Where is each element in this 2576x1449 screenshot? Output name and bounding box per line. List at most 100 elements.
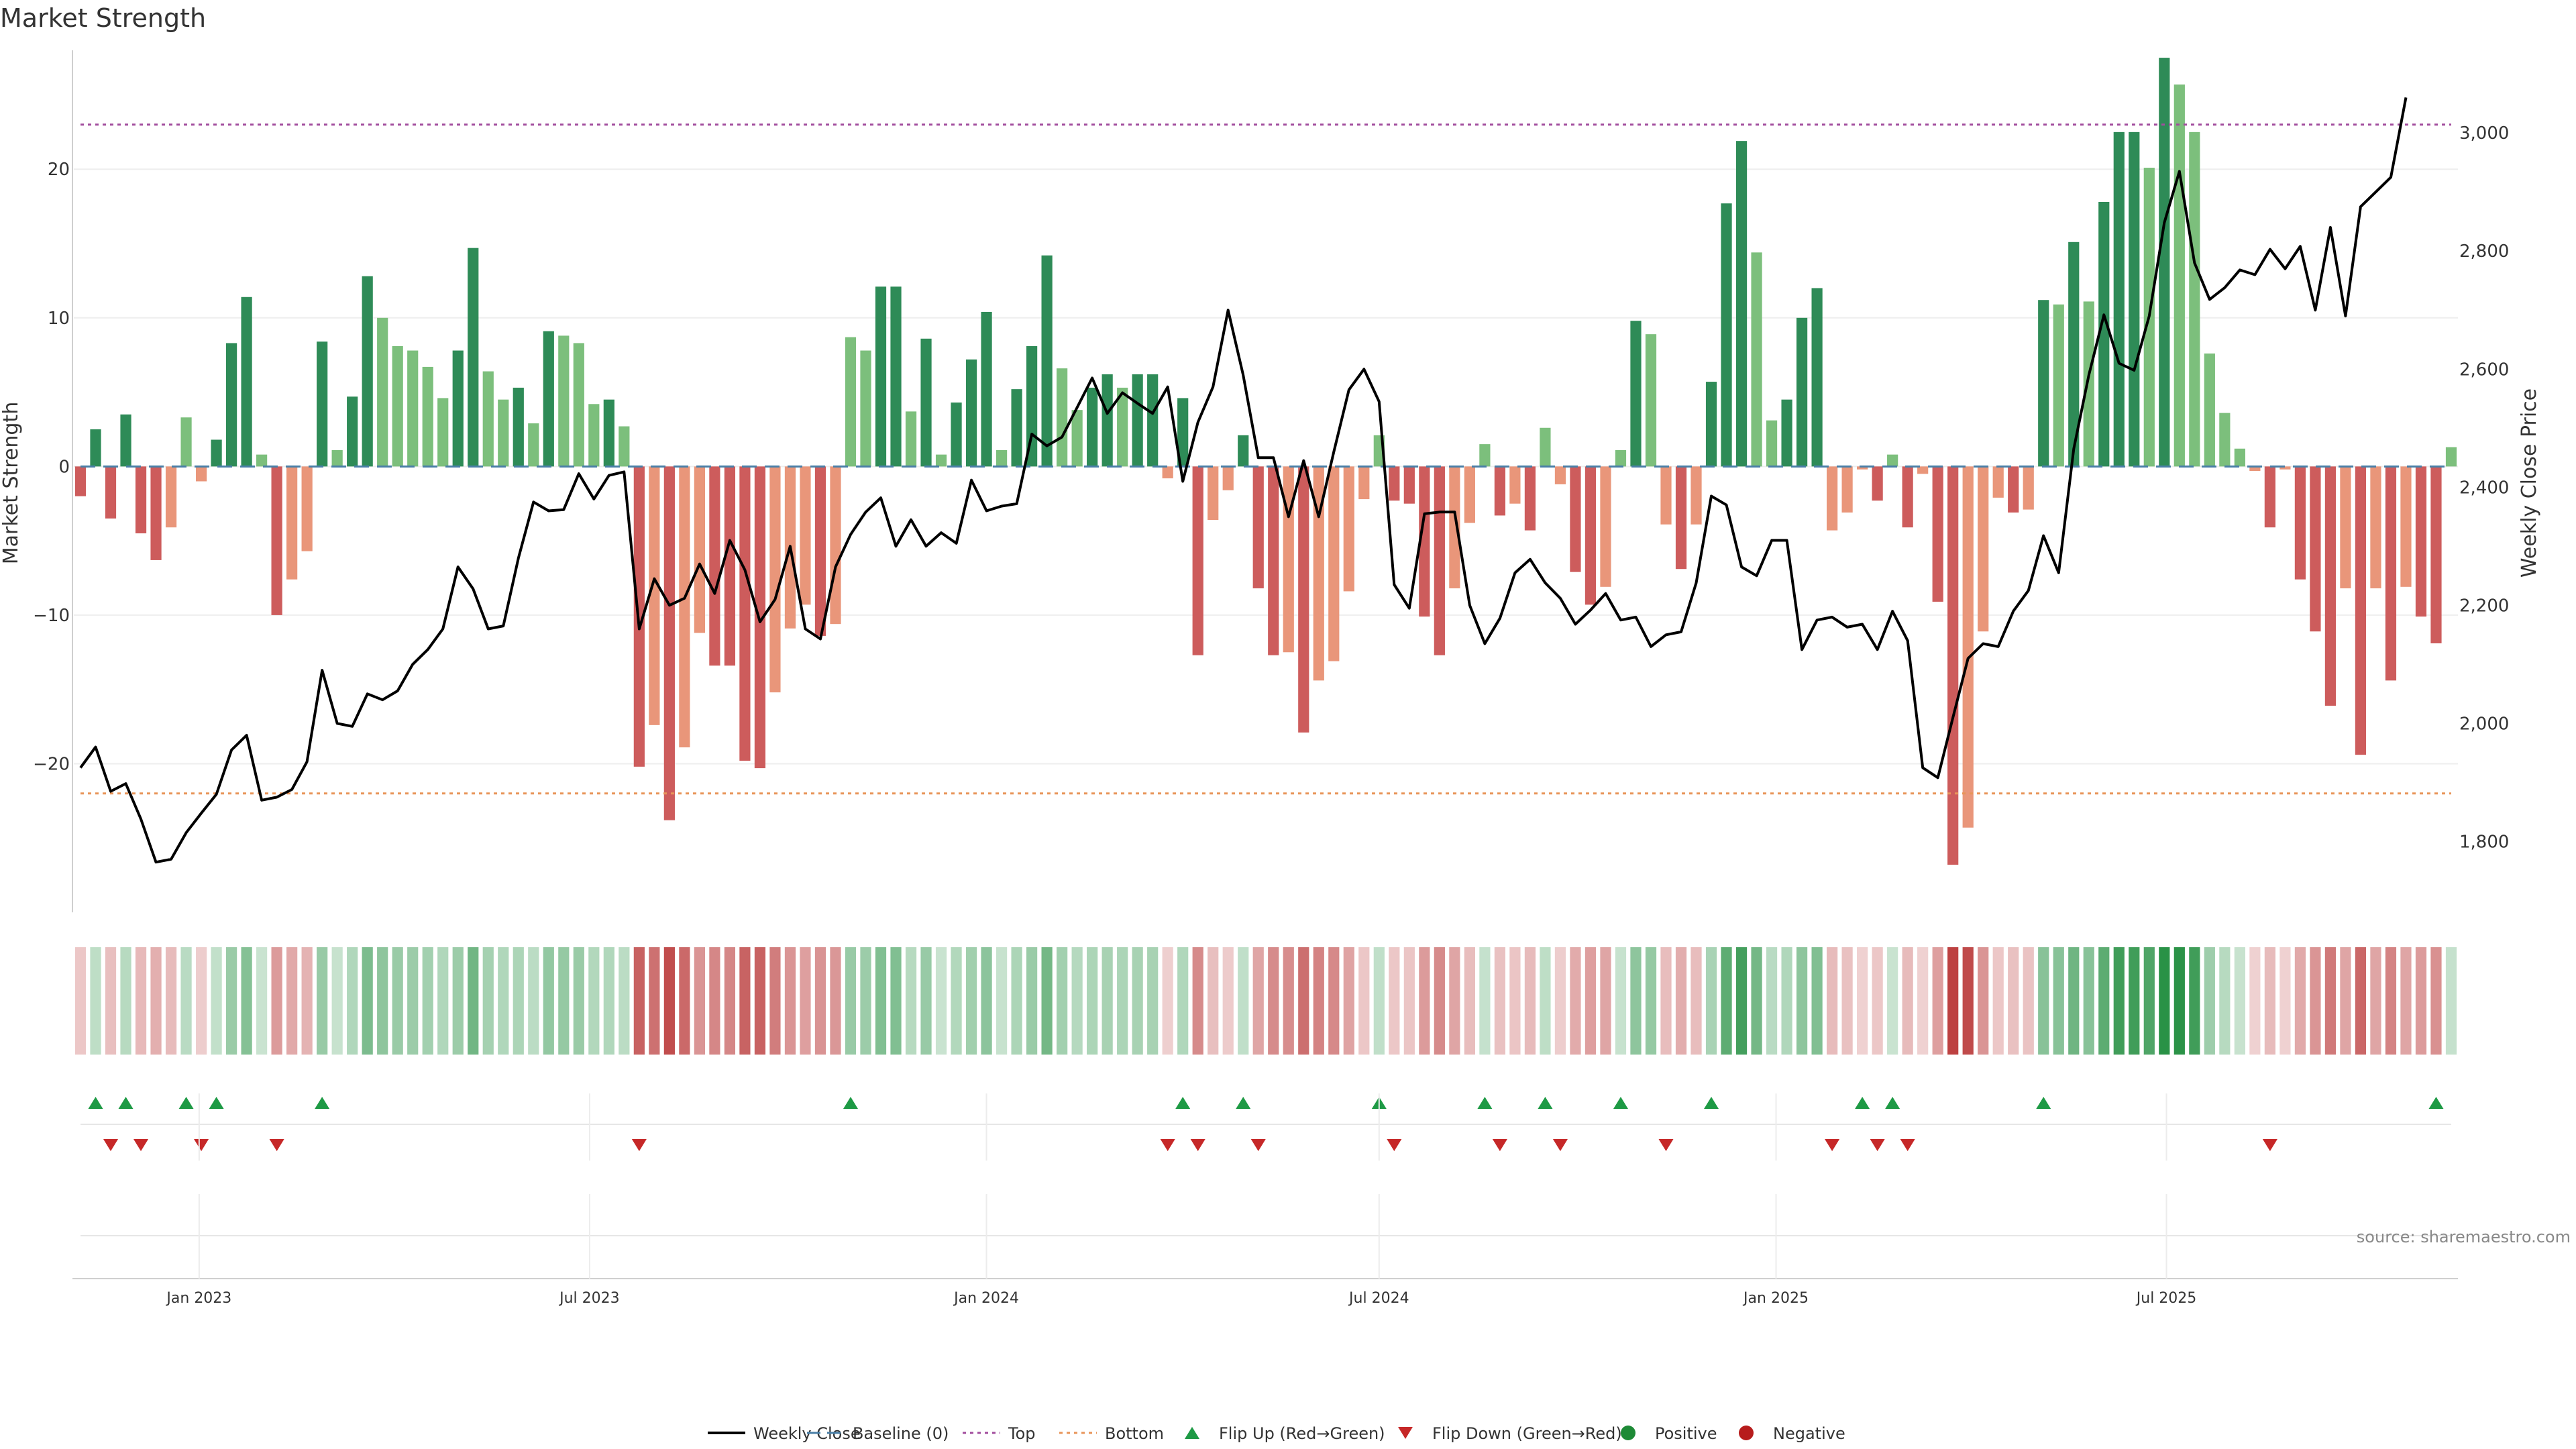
strength-bar <box>1570 466 1581 572</box>
strength-bar <box>996 449 1008 467</box>
x-tick-label: Jul 2024 <box>1348 1290 1409 1307</box>
strength-bar <box>709 466 720 666</box>
flip-down-marker <box>1658 1139 1674 1151</box>
heat-cell <box>573 947 584 1055</box>
strength-bar <box>965 359 977 467</box>
strength-bar <box>860 350 871 467</box>
y-tick-labels: 20 10 0 −10 −20 3,000 2,800 2,600 2,400 2,200 2,00… <box>33 123 2509 852</box>
legend-item: Top <box>963 1424 1036 1443</box>
heat-cell <box>377 947 388 1055</box>
heat-cell <box>1177 947 1189 1055</box>
heat-cell <box>1071 947 1083 1055</box>
heat-cell <box>1660 947 1672 1055</box>
legend-item: Flip Up (Red→Green) <box>1185 1424 1385 1443</box>
heat-cell <box>2143 947 2155 1055</box>
heat-cell <box>468 947 479 1055</box>
chart-title: Market Strength <box>0 3 206 33</box>
legend-label: Flip Up (Red→Green) <box>1219 1424 1385 1443</box>
strength-bar <box>468 248 479 467</box>
strength-bar <box>286 466 298 580</box>
x-axis: Jan 2023 Jul 2023 Jan 2024 Jul 2024 Jan 2025… <box>72 1093 2458 1307</box>
right-tick-label: 2,400 <box>2459 478 2509 498</box>
flip-markers <box>80 1097 2451 1236</box>
heat-cell <box>830 947 841 1055</box>
flip-up-marker <box>843 1097 858 1109</box>
strength-bar <box>2294 466 2306 580</box>
strength-bar <box>1841 466 1853 513</box>
strength-bar <box>2415 466 2427 617</box>
strength-bar <box>739 466 751 761</box>
legend-item: Bottom <box>1059 1424 1164 1443</box>
heat-cell <box>2038 947 2049 1055</box>
strength-bar <box>2189 131 2200 467</box>
heat-cell <box>211 947 222 1055</box>
heat-cell <box>1917 947 1929 1055</box>
legend-item: Baseline (0) <box>807 1424 949 1443</box>
heat-cell <box>663 947 675 1055</box>
heat-cell <box>1827 947 1838 1055</box>
left-axis-label: Market Strength <box>0 402 23 564</box>
heat-cell <box>814 947 826 1055</box>
legend-label: Baseline (0) <box>853 1424 949 1443</box>
flip-up-marker <box>1477 1097 1493 1109</box>
strength-bar <box>2264 466 2275 528</box>
heat-cell <box>800 947 811 1055</box>
flip-up-marker <box>2036 1097 2051 1109</box>
heat-cell <box>120 947 131 1055</box>
heat-cell <box>1705 947 1717 1055</box>
flip-up-marker <box>178 1097 194 1109</box>
heat-cell <box>1026 947 1038 1055</box>
heat-cell <box>1630 947 1642 1055</box>
heat-cell <box>709 947 720 1055</box>
strength-bar <box>1313 466 1324 681</box>
flip-down-marker <box>1870 1139 1885 1151</box>
strength-bar <box>211 439 222 467</box>
strength-bar <box>2400 466 2412 587</box>
heat-cell <box>1238 947 1249 1055</box>
heat-cell <box>1328 947 1340 1055</box>
heat-cell <box>754 947 766 1055</box>
strength-bar <box>649 466 660 725</box>
heat-cell <box>1766 947 1778 1055</box>
heat-cell <box>1041 947 1053 1055</box>
heat-cell <box>2340 947 2351 1055</box>
strength-bar <box>377 317 388 467</box>
flip-down-marker <box>631 1139 647 1151</box>
heat-cell <box>1554 947 1566 1055</box>
heat-cell <box>2415 947 2427 1055</box>
heat-cell <box>784 947 796 1055</box>
heat-cell <box>2068 947 2080 1055</box>
legend-label: Weekly Close <box>753 1424 861 1443</box>
heat-cell <box>1524 947 1536 1055</box>
strength-bar <box>1419 466 1430 617</box>
flip-down-marker <box>133 1139 149 1151</box>
heat-cell <box>362 947 373 1055</box>
heat-cell <box>2324 947 2337 1055</box>
flip-up-marker <box>209 1097 224 1109</box>
grid-lines <box>72 50 2458 912</box>
strength-bar <box>1102 374 1113 467</box>
strength-bar <box>1872 466 1883 501</box>
left-tick-label: −10 <box>33 606 70 626</box>
heat-cell <box>1615 947 1627 1055</box>
strength-bar <box>1554 466 1566 484</box>
flip-down-marker <box>1825 1139 1840 1151</box>
strength-bar <box>437 398 449 467</box>
heat-cell <box>1947 947 1959 1055</box>
strength-bar <box>1238 435 1249 467</box>
heat-cell <box>225 947 237 1055</box>
legend-label: Bottom <box>1105 1424 1164 1443</box>
reference-lines <box>80 123 2451 795</box>
strength-bar <box>301 466 313 551</box>
heat-cell <box>452 947 464 1055</box>
heat-cell <box>2445 947 2457 1055</box>
strength-bar <box>543 331 554 467</box>
heat-cell <box>588 947 600 1055</box>
strength-bar <box>1298 466 1309 733</box>
heat-cell <box>739 947 751 1055</box>
strength-bar <box>2385 466 2397 681</box>
heat-cell <box>1298 947 1309 1055</box>
legend-label: Flip Down (Green→Red) <box>1432 1424 1622 1443</box>
legend-label: Top <box>1008 1424 1036 1443</box>
strength-bar <box>1721 203 1732 467</box>
